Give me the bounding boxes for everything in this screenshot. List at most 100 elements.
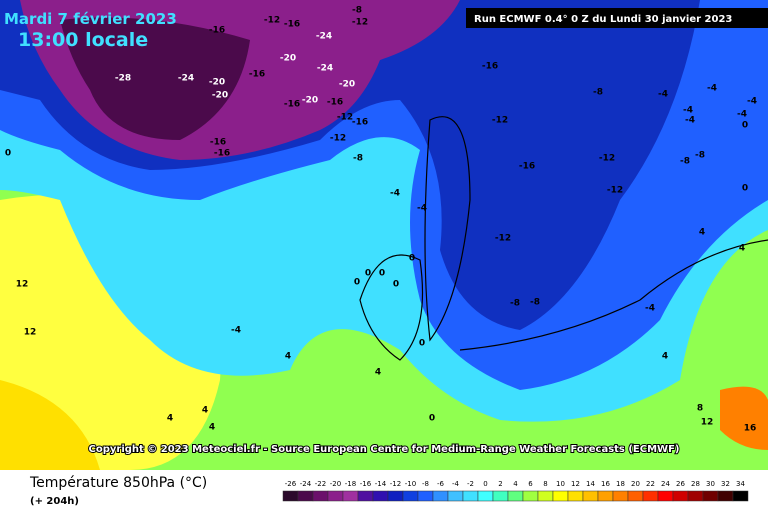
temperature-label: -16: [284, 100, 300, 110]
temperature-label: 12: [701, 418, 714, 428]
forecast-date: Mardi 7 février 2023: [4, 10, 177, 28]
scale-swatch: [732, 490, 749, 502]
scale-swatch: [477, 490, 494, 502]
temperature-label: -12: [330, 134, 346, 144]
scale-tick-label: -14: [375, 480, 387, 488]
temperature-label: 12: [16, 280, 29, 290]
scale-tick-label: -22: [315, 480, 326, 488]
temperature-label: 4: [285, 352, 291, 362]
scale-tick-label: 20: [631, 480, 640, 488]
temperature-label: 4: [209, 423, 215, 433]
color-scale: -26 -24 -22 -20 -18 -16 -14 -12 -10 -8 -6 -4 -2 0 2 4 6 8…: [282, 480, 749, 502]
copyright: Copyright © 2023 Meteociel.fr - Source E…: [89, 444, 680, 455]
temperature-label: 0: [5, 149, 11, 159]
scale-swatch: [717, 490, 734, 502]
temperature-label: -12: [599, 154, 615, 164]
scale-tick-label: -6: [437, 480, 445, 488]
temperature-label: 0: [742, 121, 748, 131]
scale-tick-label: 12: [571, 480, 580, 488]
scale-tick-label: -16: [360, 480, 372, 488]
scale-swatch: [627, 490, 644, 502]
scale-swatch: [417, 490, 434, 502]
temperature-label: -12: [492, 116, 508, 126]
scale-tick-label: -20: [330, 480, 341, 488]
temperature-label: -4: [707, 84, 717, 94]
run-box: [466, 8, 768, 28]
scale-tick-label: 10: [556, 480, 565, 488]
scale-tick-label: 22: [646, 480, 655, 488]
temperature-label: -8: [510, 299, 520, 309]
temperature-label: -20: [212, 91, 228, 101]
temperature-label: -8: [353, 154, 363, 164]
temperature-label: -16: [519, 162, 535, 172]
scale-tick-label: 30: [706, 480, 715, 488]
temperature-label: -8: [352, 6, 362, 16]
temperature-label: -16: [209, 26, 225, 36]
scale-swatch: [342, 490, 359, 502]
temperature-label: -16: [284, 20, 300, 30]
temperature-label: -12: [495, 234, 511, 244]
temperature-label: 16: [744, 424, 757, 434]
temperature-label: 0: [429, 414, 435, 424]
temperature-label: -4: [390, 189, 400, 199]
temperature-label: 0: [409, 254, 415, 264]
scale-tick-label: 14: [586, 480, 595, 488]
scale-swatch: [702, 490, 719, 502]
scale-swatch: [282, 490, 299, 502]
temperature-label: -16: [482, 62, 498, 72]
scale-tick-label: 8: [543, 480, 547, 488]
map-labels: -16-12 -16-8-12-24-20-24-16-24-28 -20-20-2…: [5, 6, 757, 434]
temperature-label: -16: [327, 98, 343, 108]
scale-tick-label: -4: [452, 480, 460, 488]
scale-tick-label: -18: [345, 480, 356, 488]
scale-tick-label: 6: [528, 480, 533, 488]
temperature-label: 4: [699, 228, 705, 238]
scale-swatch: [447, 490, 464, 502]
temperature-label: -4: [737, 110, 747, 120]
temperature-label: -8: [530, 298, 540, 308]
scale-tick-label: -10: [405, 480, 416, 488]
scale-swatch: [552, 490, 569, 502]
temperature-label: -4: [417, 204, 427, 214]
scale-swatch: [492, 490, 509, 502]
scale-tick-label: 4: [513, 480, 518, 488]
temperature-label: -8: [680, 157, 690, 167]
temperature-label: 0: [742, 184, 748, 194]
scale-tick-label: 24: [661, 480, 670, 488]
temperature-label: -20: [302, 96, 318, 106]
temperature-label: -24: [178, 74, 194, 84]
temperature-label: -16: [210, 138, 226, 148]
scale-swatch: [297, 490, 314, 502]
temperature-label: -4: [685, 116, 695, 126]
scale-tick-label: -12: [390, 480, 401, 488]
temperature-label: -8: [593, 88, 603, 98]
scale-swatch: [537, 490, 554, 502]
scale-swatch: [402, 490, 419, 502]
scale-tick-label: 2: [498, 480, 502, 488]
scale-swatch: [312, 490, 329, 502]
scale-swatch: [582, 490, 599, 502]
temperature-label: 4: [739, 244, 745, 254]
temperature-label: -12: [352, 18, 368, 28]
footer-title: Température 850hPa (°C): [29, 475, 207, 491]
temperature-label: -4: [231, 326, 241, 336]
scale-tick-label: -26: [285, 480, 297, 488]
temperature-label: -24: [316, 32, 332, 42]
scale-swatch: [612, 490, 629, 502]
temperature-label: -4: [645, 304, 655, 314]
coastline: [359, 116, 768, 361]
forecast-time: 13:00 locale: [18, 29, 148, 51]
scale-tick-label: 16: [601, 480, 610, 488]
map: Mardi 7 février 2023 13:00 locale Run EC…: [0, 0, 768, 471]
warm-area: [720, 386, 768, 450]
scale-swatch: [597, 490, 614, 502]
scale-swatch: [657, 490, 674, 502]
scale-swatch: [567, 490, 584, 502]
temperature-label: 4: [662, 352, 668, 362]
scale-swatch: [387, 490, 404, 502]
scale-tick-label: -2: [467, 480, 474, 488]
scale-tick-label: 32: [721, 480, 730, 488]
temperature-label: -12: [337, 113, 353, 123]
temperature-label: -8: [695, 151, 705, 161]
warm-area: [0, 380, 100, 470]
